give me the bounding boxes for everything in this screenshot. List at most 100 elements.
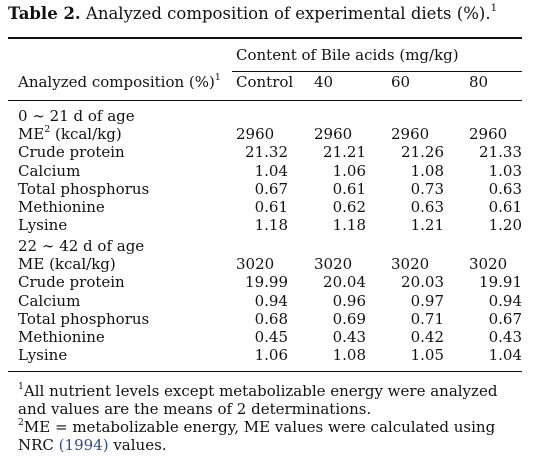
table-cell: 0.61 — [488, 198, 522, 216]
row-label-text: Calcium — [18, 291, 81, 310]
table-cell: 20.04 — [323, 273, 366, 292]
row-label: Calcium — [18, 162, 80, 180]
row-label-text: Lysine — [18, 216, 68, 235]
table-cell: 3020 — [391, 255, 430, 274]
table-cell: 1.18 — [332, 216, 366, 235]
footnote-2-text-end: values. — [108, 436, 167, 454]
table-cell: 0.94 — [488, 291, 522, 310]
table-cell: 20.03 — [401, 273, 444, 292]
table-cell: 0.69 — [332, 309, 366, 328]
table-cell: 21.26 — [401, 143, 444, 162]
table-cell: 0.63 — [410, 198, 444, 216]
table-cell: 3020 — [236, 255, 275, 274]
table-cell: 0.73 — [410, 179, 444, 198]
table-cell: 1.08 — [332, 346, 366, 365]
column-header-control: Control — [236, 73, 294, 91]
group-rule — [232, 71, 522, 72]
top-rule — [8, 37, 522, 39]
table-cell: 2960 — [236, 125, 275, 144]
table-number: Table 2. — [8, 4, 81, 23]
footnote-1-text: All nutrient levels except metabolizable… — [18, 382, 498, 418]
footnote-2: 2ME = metabolizable energy, ME values we… — [18, 416, 528, 454]
table-cell: 19.99 — [245, 273, 288, 292]
row-label-text: Total phosphorus — [18, 179, 150, 198]
table-cell: 0.94 — [254, 291, 288, 310]
table-cell: 3020 — [314, 255, 353, 274]
row-label: Crude protein — [18, 273, 125, 291]
table-cell: 0.97 — [410, 291, 444, 310]
bottom-rule — [8, 371, 522, 372]
row-header-text: Analyzed composition (%) — [18, 73, 215, 91]
row-label-mark: 2 — [44, 123, 51, 135]
row-label-text: Crude protein — [18, 273, 125, 292]
row-header-mark: 1 — [214, 71, 221, 83]
section-heading: 22 ∼ 42 d of age — [18, 237, 145, 255]
table-cell: 21.33 — [479, 143, 522, 162]
title-footnote-mark: 1 — [490, 2, 498, 14]
row-label: ME (kcal/kg) — [18, 255, 116, 273]
table-cell: 0.61 — [254, 198, 288, 216]
table-cell: 0.71 — [410, 309, 444, 328]
table-cell: 0.45 — [254, 328, 288, 346]
footnote-2-text: ME = metabolizable energy, ME values wer… — [18, 418, 496, 454]
table-cell: 0.96 — [332, 291, 366, 310]
table-cell: 0.67 — [488, 309, 522, 328]
table-cell: 0.43 — [332, 328, 366, 346]
row-label: Lysine — [18, 346, 67, 364]
footnote-1: 1All nutrient levels except metabolizabl… — [18, 380, 528, 418]
row-label-unit: (kcal/kg) — [50, 125, 122, 144]
table-cell: 1.04 — [488, 346, 522, 365]
row-label-text: Calcium — [18, 161, 81, 180]
footnote-2-mark: 2 — [18, 416, 24, 428]
table-title: Table 2. Analyzed composition of experim… — [8, 2, 498, 23]
table-cell: 21.32 — [245, 143, 288, 162]
table-cell: 1.06 — [332, 161, 366, 180]
row-label-text: Methionine — [18, 198, 105, 216]
column-group-header: Content of Bile acids (mg/kg) — [236, 46, 459, 64]
section-heading: 0 ∼ 21 d of age — [18, 107, 135, 125]
table-title-text: Analyzed composition of experimental die… — [85, 4, 491, 23]
table-cell: 0.67 — [254, 179, 288, 198]
table-cell: 0.63 — [488, 179, 522, 198]
table-cell: 1.03 — [488, 161, 522, 180]
row-label-text: Total phosphorus — [18, 309, 150, 328]
table-cell: 0.68 — [254, 309, 288, 328]
row-label: Total phosphorus — [18, 310, 149, 328]
row-label: Total phosphorus — [18, 180, 149, 198]
row-header: Analyzed composition (%)1 — [18, 71, 221, 91]
table-cell: 0.42 — [410, 328, 444, 346]
row-label: Lysine — [18, 216, 67, 234]
row-label: Methionine — [18, 198, 105, 216]
table-cell: 21.21 — [323, 143, 366, 162]
table-cell: 1.04 — [254, 161, 288, 180]
row-label: Crude protein — [18, 143, 125, 161]
table-cell: 1.08 — [410, 161, 444, 180]
column-header-40: 40 — [314, 73, 334, 91]
table-cell: 0.62 — [332, 198, 366, 216]
table-cell: 1.21 — [410, 216, 444, 235]
row-label: Methionine — [18, 328, 105, 346]
table-cell: 2960 — [391, 125, 430, 144]
table-cell: 0.61 — [332, 179, 366, 198]
row-label-text: ME (kcal/kg) — [18, 255, 116, 274]
row-label-text: Lysine — [18, 346, 68, 365]
row-label-text: Methionine — [18, 328, 105, 346]
row-label-text: Crude protein — [18, 143, 125, 162]
table-cell: 1.20 — [488, 216, 522, 235]
table-cell: 0.43 — [488, 328, 522, 346]
table-cell: 19.91 — [479, 273, 522, 292]
table-cell: 1.18 — [254, 216, 288, 235]
table-cell: 1.05 — [410, 346, 444, 365]
header-rule — [8, 100, 522, 101]
table-cell: 3020 — [469, 255, 508, 274]
table-cell: 2960 — [469, 125, 508, 144]
column-header-80: 80 — [469, 73, 489, 91]
table-cell: 2960 — [314, 125, 353, 144]
table-cell: 1.06 — [254, 346, 288, 365]
column-header-60: 60 — [391, 73, 411, 91]
footnote-2-citation[interactable]: (1994) — [58, 436, 109, 454]
row-label: ME2 (kcal/kg) — [18, 123, 122, 144]
footnote-1-mark: 1 — [18, 380, 24, 392]
row-label-text: ME — [18, 125, 45, 144]
row-label: Calcium — [18, 292, 80, 310]
